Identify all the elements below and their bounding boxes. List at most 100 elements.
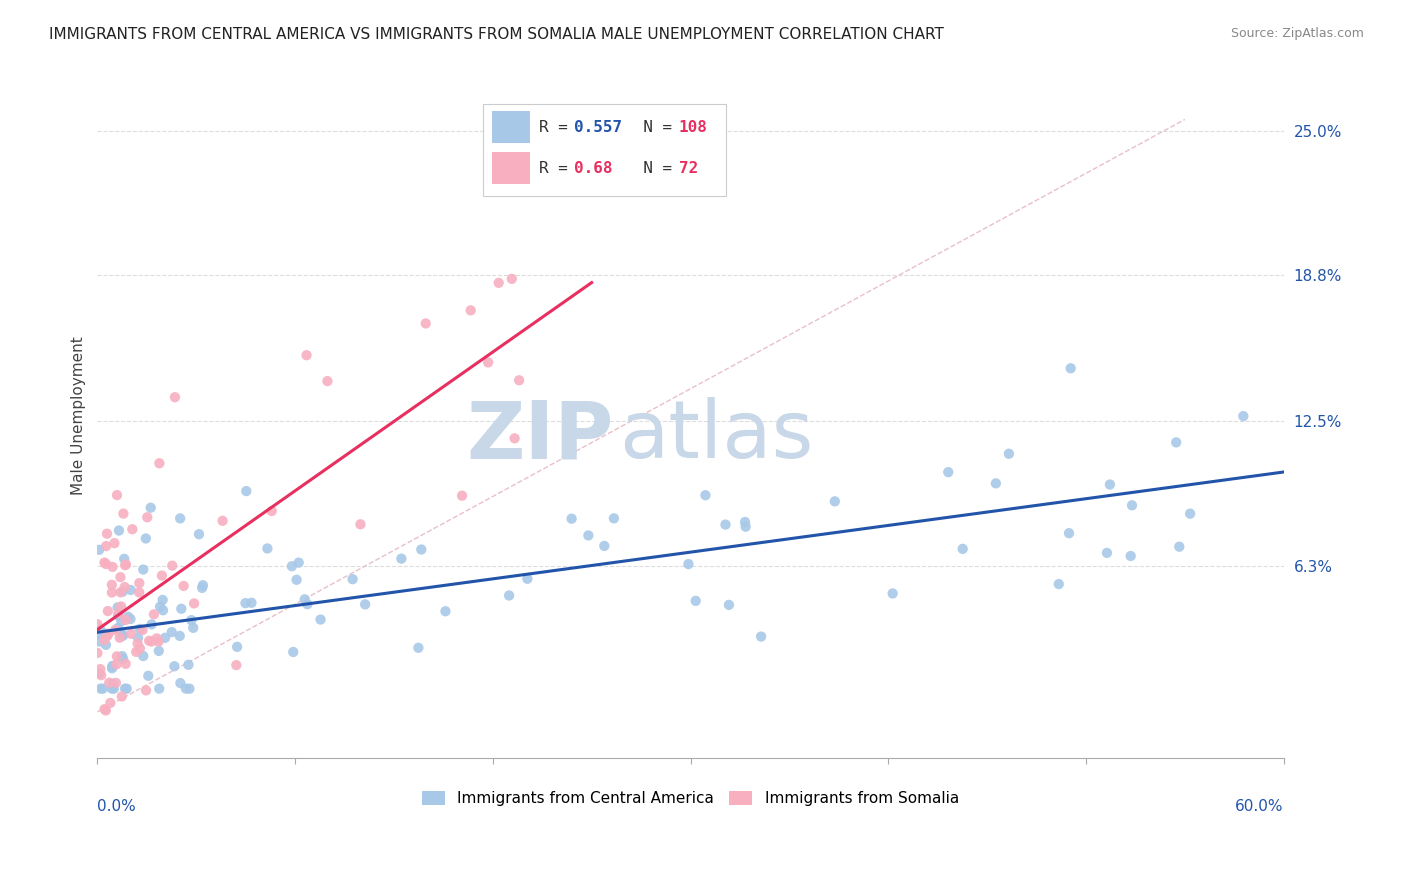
Point — [107, 600, 129, 615]
Point — [1121, 498, 1143, 512]
Point — [240, 596, 263, 610]
Point — [179, 681, 201, 696]
Point — [561, 511, 583, 525]
Point — [111, 629, 134, 643]
Point — [287, 556, 309, 570]
Point — [108, 524, 131, 538]
Point — [101, 585, 124, 599]
Point — [131, 623, 153, 637]
Text: 0.557: 0.557 — [574, 120, 623, 135]
Point — [148, 456, 170, 470]
Point — [94, 627, 117, 641]
Point — [93, 702, 115, 716]
Point — [1095, 546, 1118, 560]
Point — [1178, 507, 1201, 521]
Point — [101, 676, 124, 690]
Point — [103, 536, 125, 550]
Point — [89, 662, 111, 676]
Point — [225, 658, 247, 673]
Point — [101, 661, 124, 675]
Point — [160, 625, 183, 640]
Point — [97, 604, 120, 618]
Point — [93, 633, 115, 648]
FancyBboxPatch shape — [482, 103, 725, 196]
Point — [96, 629, 118, 643]
Point — [97, 627, 120, 641]
Point — [191, 581, 214, 595]
Y-axis label: Male Unemployment: Male Unemployment — [72, 336, 86, 495]
Point — [112, 652, 135, 666]
Point — [127, 636, 149, 650]
Point — [342, 572, 364, 586]
Point — [173, 579, 195, 593]
Point — [94, 638, 117, 652]
Point — [1168, 540, 1191, 554]
Point — [160, 558, 183, 573]
Text: ZIP: ZIP — [467, 397, 613, 475]
Text: 72: 72 — [679, 161, 697, 176]
Point — [125, 645, 148, 659]
Point — [96, 526, 118, 541]
Text: Source: ZipAtlas.com: Source: ZipAtlas.com — [1230, 27, 1364, 40]
Point — [136, 510, 159, 524]
Point — [104, 623, 127, 637]
Point — [90, 681, 112, 696]
Point — [129, 641, 152, 656]
Point — [114, 558, 136, 573]
Text: N =: N = — [624, 120, 682, 135]
Point — [460, 303, 482, 318]
Point — [110, 570, 132, 584]
Point — [1098, 477, 1121, 491]
Point — [717, 598, 740, 612]
Point — [181, 621, 204, 635]
Point — [152, 593, 174, 607]
Point — [114, 580, 136, 594]
FancyBboxPatch shape — [492, 153, 530, 184]
Point — [576, 528, 599, 542]
Point — [183, 596, 205, 610]
Point — [107, 606, 129, 620]
Point — [98, 696, 121, 710]
Point — [107, 608, 129, 623]
Point — [281, 559, 304, 574]
Point — [235, 596, 257, 610]
Point — [169, 676, 191, 690]
Point — [408, 640, 430, 655]
Point — [349, 517, 371, 532]
Point — [103, 681, 125, 696]
Point — [112, 507, 135, 521]
Point — [128, 585, 150, 599]
Point — [1232, 409, 1254, 424]
Point — [114, 657, 136, 671]
Point — [98, 675, 121, 690]
Point — [451, 489, 474, 503]
Point — [139, 500, 162, 515]
Point — [86, 646, 108, 660]
Point — [952, 541, 974, 556]
Point — [110, 614, 132, 628]
Point — [115, 681, 138, 696]
Point — [1057, 526, 1080, 541]
Point — [145, 632, 167, 646]
Point — [824, 494, 846, 508]
Point — [295, 348, 318, 362]
Point — [498, 589, 520, 603]
Text: R =: R = — [538, 120, 578, 135]
Point — [152, 603, 174, 617]
Point — [749, 630, 772, 644]
Point — [101, 659, 124, 673]
Point — [138, 633, 160, 648]
Point — [434, 604, 457, 618]
Text: atlas: atlas — [619, 397, 814, 475]
Point — [235, 484, 257, 499]
Point — [149, 599, 172, 614]
Point — [163, 390, 186, 404]
Point — [94, 557, 117, 571]
Point — [685, 594, 707, 608]
Point — [86, 617, 108, 632]
Point — [603, 511, 626, 525]
Point — [94, 703, 117, 717]
Point — [297, 597, 319, 611]
Point — [141, 634, 163, 648]
Point — [115, 558, 138, 572]
